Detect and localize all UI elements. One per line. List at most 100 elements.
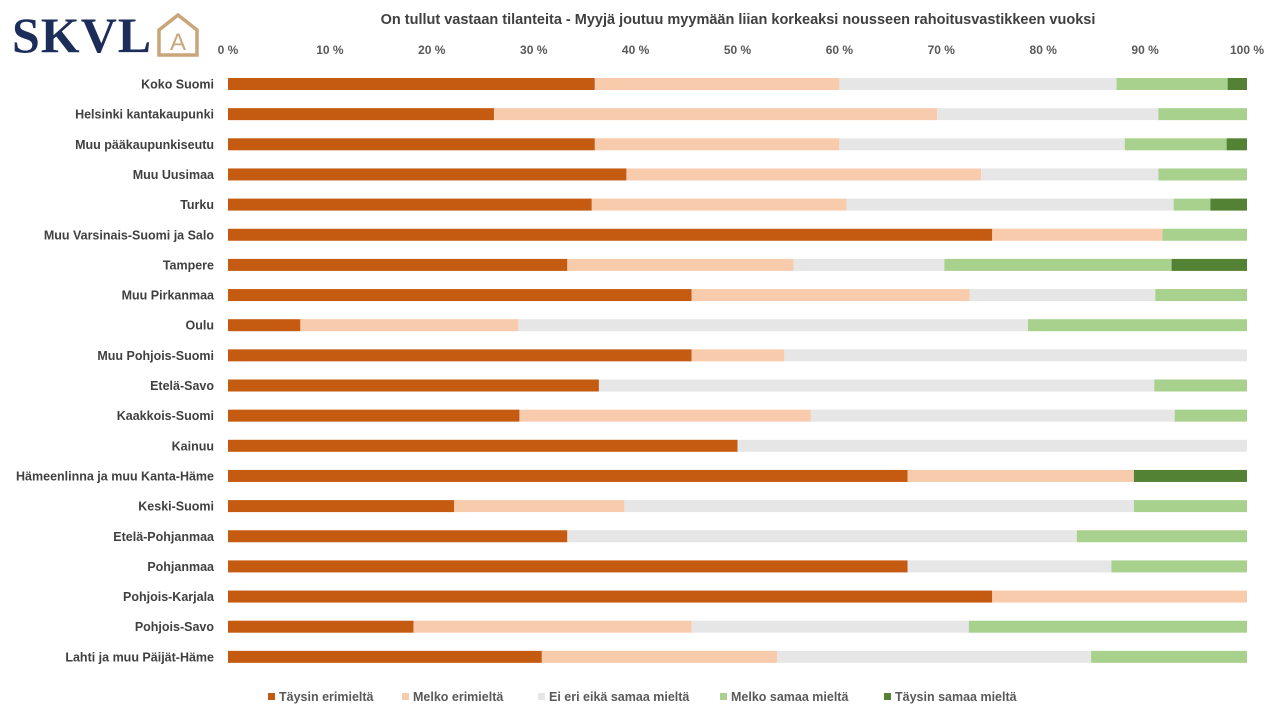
bar-segment	[594, 78, 840, 90]
bar-segment	[1027, 319, 1247, 332]
bar-segment	[228, 138, 595, 151]
bar-segment	[624, 500, 1134, 513]
bar-segment	[1173, 198, 1211, 211]
bar-segment	[737, 439, 1247, 452]
category-label: Keski-Suomi	[138, 500, 214, 514]
bar-segment	[907, 560, 1112, 573]
bar-segment	[228, 500, 455, 513]
logo-mark-letter: A	[170, 29, 186, 56]
legend-label: Täysin samaa mieltä	[895, 690, 1017, 704]
bar-segment	[493, 108, 938, 121]
bar-segment	[1111, 560, 1247, 573]
bar-segment	[591, 198, 847, 211]
bar-segment	[1124, 138, 1227, 151]
category-label: Muu Uusimaa	[133, 168, 215, 182]
category-label: Etelä-Pohjanmaa	[113, 530, 215, 544]
bar-segment	[228, 560, 908, 573]
bar-segment	[228, 349, 692, 362]
bar-segment	[228, 439, 738, 452]
category-label: Tampere	[163, 258, 214, 272]
bar-segment	[228, 469, 908, 482]
bar-segment	[594, 138, 840, 151]
category-label: Kaakkois-Suomi	[117, 409, 214, 423]
bar-segment	[598, 379, 1155, 392]
bar-segment	[1133, 500, 1247, 513]
bar-segment	[846, 198, 1174, 211]
bar-segment	[944, 258, 1172, 271]
legend-label: Melko samaa mieltä	[731, 690, 848, 704]
bar-segment	[1210, 198, 1247, 211]
bar-segment	[969, 289, 1156, 302]
category-label: Muu Pirkanmaa	[122, 289, 215, 303]
category-label: Kainuu	[172, 439, 214, 453]
bar-segment	[228, 650, 542, 663]
category-label: Pohjois-Savo	[135, 620, 215, 634]
bar-segment	[454, 500, 625, 513]
bar-segment	[1158, 108, 1247, 121]
bar-segment	[691, 289, 970, 302]
legend-swatch	[268, 693, 275, 700]
bar-segment	[691, 620, 969, 633]
bar-segment	[300, 319, 519, 332]
bar-segment	[1171, 258, 1247, 271]
bar-segment	[228, 228, 993, 241]
x-tick-label: 0 %	[218, 43, 239, 57]
category-label: Muu pääkaupunkiseutu	[75, 138, 214, 152]
x-tick-label: 100 %	[1230, 43, 1264, 57]
bar-segment	[907, 469, 1134, 482]
bar-segment	[228, 620, 414, 633]
bar-segment	[839, 138, 1125, 151]
legend-label: Melko erimieltä	[413, 690, 503, 704]
category-label: Oulu	[186, 319, 214, 333]
bar-segment	[992, 590, 1247, 603]
bar-segment	[1154, 379, 1247, 392]
bar-segment	[1116, 78, 1228, 90]
bar-segment	[1174, 409, 1247, 422]
bar-segment	[793, 258, 945, 271]
category-label: Etelä-Savo	[150, 379, 214, 393]
bar-segment	[968, 620, 1247, 633]
x-tick-label: 30 %	[520, 43, 548, 57]
category-label: Pohjois-Karjala	[123, 590, 215, 604]
bar-segment	[1133, 469, 1247, 482]
bar-segment	[541, 650, 778, 663]
bar-segment	[228, 590, 993, 603]
x-tick-label: 50 %	[724, 43, 752, 57]
skvl-logo: SKVL A	[12, 10, 200, 60]
x-tick-label: 80 %	[1030, 43, 1058, 57]
x-tick-label: 20 %	[418, 43, 446, 57]
x-tick-label: 70 %	[928, 43, 956, 57]
x-tick-label: 40 %	[622, 43, 650, 57]
bar-segment	[228, 198, 592, 211]
bar-segment	[228, 78, 595, 90]
chart-title: On tullut vastaan tilanteita - Myyjä jou…	[380, 12, 1096, 28]
bar-segment	[981, 168, 1159, 181]
bar-segment	[810, 409, 1175, 422]
bar-segment	[228, 289, 692, 302]
bar-segment	[691, 349, 785, 362]
category-label: Turku	[180, 198, 214, 212]
legend-label: Täysin erimieltä	[279, 690, 374, 704]
bar-segment	[519, 409, 811, 422]
category-label: Muu Pohjois-Suomi	[97, 349, 214, 363]
x-tick-label: 60 %	[826, 43, 854, 57]
category-label: Muu Varsinais-Suomi ja Salo	[44, 228, 215, 242]
x-tick-label: 10 %	[316, 43, 344, 57]
x-tick-label: 90 %	[1131, 43, 1159, 57]
bar-segment	[937, 108, 1159, 121]
bar-segment	[1162, 228, 1247, 241]
category-label: Lahti ja muu Päijät-Häme	[65, 650, 214, 664]
legend-swatch	[402, 693, 409, 700]
logo-text: SKVL	[12, 7, 153, 63]
bar-segment	[626, 168, 982, 181]
category-label: Helsinki kantakaupunki	[75, 108, 214, 122]
bar-segment	[1076, 530, 1247, 543]
bar-segment	[1226, 138, 1247, 151]
bar-segment	[1158, 168, 1247, 181]
legend-label: Ei eri eikä samaa mieltä	[549, 690, 689, 704]
legend-swatch	[720, 693, 727, 700]
bar-segment	[992, 228, 1163, 241]
house-logo-icon: A	[157, 12, 199, 57]
